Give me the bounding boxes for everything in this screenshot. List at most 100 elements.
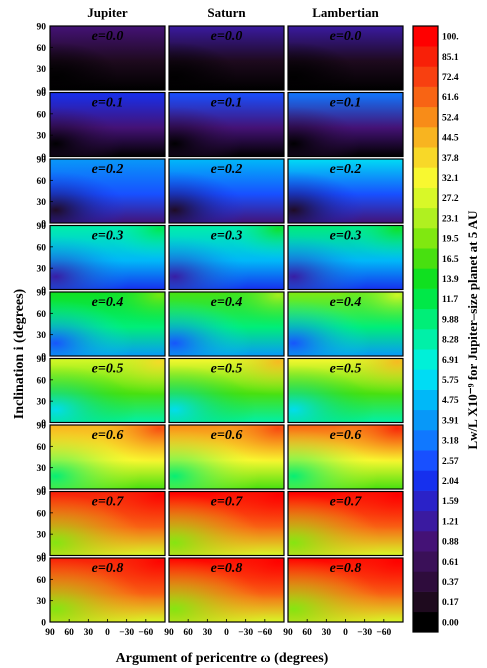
colorbar: 0.00 0.17 0.37 0.61 0.88 1.21 1.59 2.04 2.57 3.18… <box>412 25 459 633</box>
panel-maximum-region <box>169 225 284 290</box>
colorbar-tick-label: 13.9 <box>442 275 459 285</box>
heatmap-panel: e=0.6 <box>168 424 285 490</box>
eccentricity-label: e=0.2 <box>211 162 243 177</box>
panel-frame <box>287 158 404 224</box>
colorbar-swatch <box>413 127 438 148</box>
panel-frame <box>168 158 285 224</box>
panel-maximum-region <box>50 558 165 622</box>
y-tick-label: 90 <box>37 555 47 565</box>
colorbar-label: Lw/L X10⁻⁹ for Jupiter–size planet at 5 … <box>465 210 480 450</box>
colorbar-tick-label: 27.2 <box>442 194 459 204</box>
x-tick-label: 60 <box>302 628 312 638</box>
y-tick-label: 0 <box>41 153 46 163</box>
heatmap-panel: e=0.5 <box>287 357 404 424</box>
colorbar-swatch <box>413 329 438 350</box>
y-tick-label: 30 <box>37 464 47 474</box>
panel-maximum-region <box>169 425 284 489</box>
y-tick-label: 0 <box>41 286 46 296</box>
heatmap-panel: e=0.5 <box>49 357 166 424</box>
heatmap-panel: e=0.0 <box>287 25 404 91</box>
colorbar-tick-label: 1.59 <box>442 497 459 507</box>
heatmap-panel: e=0.3 <box>287 224 404 291</box>
colorbar-swatch <box>413 46 438 67</box>
colorbar-swatch <box>413 308 438 330</box>
y-tick-label: 60 <box>37 243 47 253</box>
colorbar-swatch <box>413 26 438 47</box>
colorbar-tick-label: 37.8 <box>442 154 459 164</box>
panel-maximum-region <box>288 225 403 290</box>
panel-frame <box>49 158 166 224</box>
panel-frame <box>49 490 166 557</box>
panel-maximum-region <box>288 425 403 489</box>
x-tick-label: −60 <box>376 628 391 638</box>
colorbar-swatch <box>413 288 438 310</box>
heatmap-panel: e=0.4 <box>49 291 166 357</box>
colorbar-tick-label: 9.88 <box>442 315 459 325</box>
y-tick-label: 90 <box>37 289 47 299</box>
colorbar-swatch <box>413 510 438 532</box>
y-axis-label: Inclination i (degrees) <box>12 288 27 419</box>
colorbar-tick-label: 1.21 <box>442 517 459 527</box>
colorbar-swatch <box>413 187 438 209</box>
x-tick-label: −30 <box>238 628 253 638</box>
y-tick-label: 90 <box>37 355 47 365</box>
heatmap-panel: e=0.1 <box>168 91 285 158</box>
panel-frame <box>287 490 404 557</box>
y-tick-label: 0 <box>41 619 46 629</box>
panel-frame <box>49 357 166 424</box>
colorbar-swatch <box>413 490 438 512</box>
panel-minimum-region <box>169 26 284 90</box>
colorbar-swatch <box>413 147 438 168</box>
eccentricity-label: e=0.3 <box>330 229 362 244</box>
x-tick-label: 30 <box>322 628 332 638</box>
colorbar-tick-label: 19.5 <box>442 235 459 245</box>
x-tick-label: 30 <box>203 628 213 638</box>
eccentricity-label: e=0.5 <box>211 362 243 377</box>
eccentricity-label: e=0.7 <box>330 495 363 510</box>
x-tick-label: 90 <box>45 628 55 638</box>
panel-frame <box>49 424 166 490</box>
panel-minimum-region <box>169 159 284 223</box>
panel-frame <box>168 291 285 357</box>
panel-frame <box>168 357 285 424</box>
heatmap-panel: e=0.5 <box>168 357 285 424</box>
heatmap-panel: e=0.2 <box>168 158 285 224</box>
x-tick-label: 90 <box>283 628 293 638</box>
column-header: Lambertian <box>312 5 379 20</box>
panel-frame <box>287 357 404 424</box>
heatmap-panel: e=0.8 <box>49 557 166 623</box>
eccentricity-label: e=0.4 <box>330 295 362 310</box>
colorbar-swatch <box>413 248 438 269</box>
heatmap-panel: e=0.7 <box>49 490 166 557</box>
column-header: Jupiter <box>87 5 128 20</box>
panel-frame <box>287 224 404 291</box>
panel-maximum-region <box>50 491 165 556</box>
y-tick-label: 60 <box>37 110 47 120</box>
colorbar-swatch <box>413 611 438 633</box>
y-axes: 0306090030609003060900306090030609003060… <box>37 23 53 629</box>
heatmap-panel: e=0.0 <box>49 25 166 91</box>
colorbar-tick-label: 23.1 <box>442 214 459 224</box>
panel-frame <box>287 291 404 357</box>
y-tick-label: 60 <box>37 177 47 187</box>
y-tick-label: 90 <box>37 222 47 232</box>
eccentricity-label: e=0.3 <box>211 229 243 244</box>
colorbar-swatch <box>413 389 438 411</box>
panel-frame <box>49 25 166 91</box>
y-tick-label: 30 <box>37 331 47 341</box>
y-tick-label: 0 <box>41 552 46 562</box>
colorbar-swatch <box>413 167 438 188</box>
eccentricity-label: e=0.7 <box>211 495 244 510</box>
panel-frame <box>287 91 404 158</box>
x-tick-label: 60 <box>64 628 74 638</box>
heatmap-panel: e=0.4 <box>168 291 285 357</box>
column-headers: Jupiter Saturn Lambertian <box>87 5 379 20</box>
heatmap-panel: e=0.8 <box>287 557 404 623</box>
eccentricity-label: e=0.6 <box>330 428 362 443</box>
eccentricity-label: e=0.5 <box>330 362 362 377</box>
colorbar-swatch <box>413 531 438 552</box>
eccentricity-label: e=0.0 <box>92 29 124 44</box>
eccentricity-label: e=0.8 <box>211 561 243 576</box>
y-tick-label: 0 <box>41 486 46 496</box>
